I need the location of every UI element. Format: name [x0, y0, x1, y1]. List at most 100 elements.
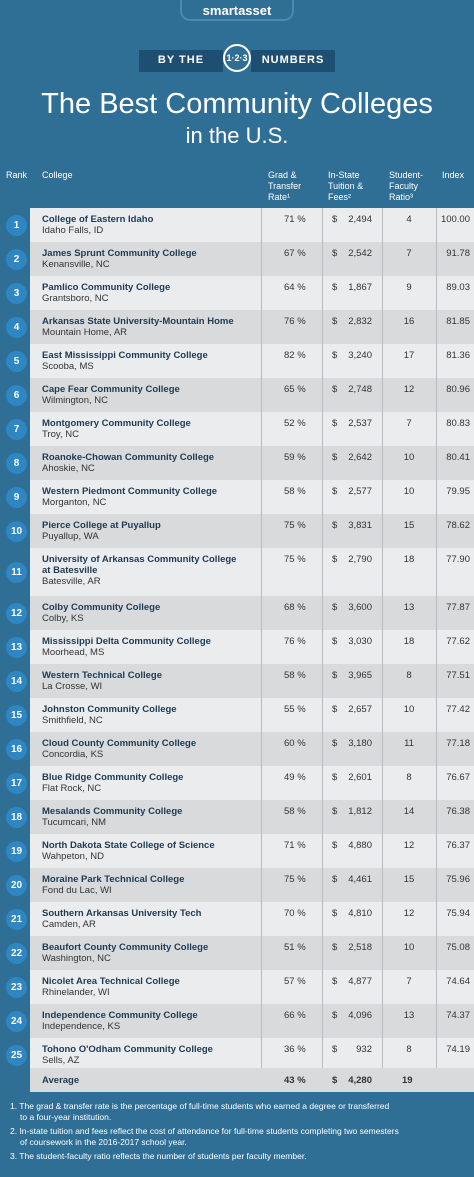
college-location: La Crosse, WI — [42, 681, 103, 692]
college-cell: Western Piedmont Community College Morgan… — [42, 486, 260, 508]
banner-left-ribbon: BY THE — [139, 50, 223, 72]
college-location: Idaho Falls, ID — [42, 225, 104, 236]
rank-badge: 12 — [6, 602, 27, 624]
college-location: Troy, NC — [42, 429, 79, 440]
rank-badge: 10 — [6, 520, 27, 542]
divider — [382, 834, 383, 868]
college-name: James Sprunt Community College — [42, 248, 197, 259]
ratio-cell: 7 — [406, 248, 412, 259]
grad-rate-cell: 66 % — [284, 1010, 306, 1021]
divider — [436, 630, 437, 664]
rank-cell: 19 — [0, 834, 30, 868]
divider — [322, 242, 323, 276]
table-row: 19 North Dakota State College of Science W… — [0, 834, 474, 868]
divider — [261, 514, 262, 548]
tuition-cell: 4,461 — [348, 874, 372, 885]
divider — [322, 310, 323, 344]
divider — [261, 630, 262, 664]
table-row: 14 Western Technical College La Crosse, WI… — [0, 664, 474, 698]
ratio-cell: 8 — [406, 772, 412, 783]
tuition-cell: 2,542 — [348, 248, 372, 259]
rank-badge: 5 — [6, 350, 27, 372]
college-cell: James Sprunt Community College Kenansvill… — [42, 248, 260, 270]
college-cell: Arkansas State University-Mountain Home M… — [42, 316, 260, 338]
college-name: Western Piedmont Community College — [42, 486, 218, 497]
table-header: Rank College Grad & Transfer Rate¹ In-St… — [0, 164, 474, 206]
college-name: Cape Fear Community College — [42, 384, 180, 395]
grad-rate-cell: 52 % — [284, 418, 306, 429]
rank-badge: 25 — [6, 1044, 27, 1066]
college-cell: Blue Ridge Community College Flat Rock, N… — [42, 772, 260, 794]
column-tuition-line1: In-State — [328, 170, 360, 180]
table-row: 2 James Sprunt Community College Kenansvil… — [0, 242, 474, 276]
index-cell: 77.42 — [446, 704, 470, 715]
college-name: Western Technical College — [42, 670, 163, 681]
divider — [382, 344, 383, 378]
ratio-cell: 10 — [403, 942, 415, 953]
college-cell: Mississippi Delta Community College Moorh… — [42, 636, 260, 658]
column-grad-line1: Grad & — [268, 170, 297, 180]
divider — [436, 310, 437, 344]
college-location: Camden, AR — [42, 919, 96, 930]
rank-badge: 19 — [6, 840, 27, 862]
rank-cell: 20 — [0, 868, 30, 902]
rank-badge: 16 — [6, 738, 27, 760]
divider — [382, 310, 383, 344]
table-row: 21 Southern Arkansas University Tech Camde… — [0, 902, 474, 936]
table-row: 22 Beaufort County Community College Washi… — [0, 936, 474, 970]
ratio-cell: 7 — [406, 976, 412, 987]
index-cell: 91.78 — [446, 248, 470, 259]
grad-rate-cell: 75 % — [284, 520, 306, 531]
college-name: Tohono O'Odham Community College — [42, 1044, 213, 1055]
divider — [261, 412, 262, 446]
divider — [382, 766, 383, 800]
grad-rate-cell: 51 % — [284, 942, 306, 953]
tuition-cell: 3,240 — [348, 350, 372, 361]
tuition-cell: 3,831 — [348, 520, 372, 531]
divider — [436, 276, 437, 310]
rank-badge: 2 — [6, 248, 27, 270]
column-ratio-line1: Student- — [389, 170, 424, 180]
college-name: Montgomery Community College — [42, 418, 191, 429]
divider — [322, 868, 323, 902]
table-row: 18 Mesalands Community College Tucumcari, … — [0, 800, 474, 834]
currency-symbol: $ — [332, 908, 338, 919]
grad-rate-cell: 60 % — [284, 738, 306, 749]
rank-cell: 13 — [0, 630, 30, 664]
divider — [382, 630, 383, 664]
rank-cell: 2 — [0, 242, 30, 276]
college-cell: Montgomery Community College Troy, NC — [42, 418, 260, 440]
tuition-cell: 4,096 — [348, 1010, 372, 1021]
rank-cell: 14 — [0, 664, 30, 698]
ratio-cell: 12 — [403, 384, 415, 395]
college-cell: Mesalands Community College Tucumcari, NM — [42, 806, 260, 828]
divider — [261, 664, 262, 698]
table-row: 13 Mississippi Delta Community College Moo… — [0, 630, 474, 664]
currency-symbol: $ — [332, 976, 338, 987]
rank-cell: 24 — [0, 1004, 30, 1038]
currency-symbol: $ — [332, 636, 338, 647]
divider — [382, 732, 383, 766]
college-cell: Cape Fear Community College Wilmington, N… — [42, 384, 260, 406]
ratio-cell: 10 — [403, 704, 415, 715]
divider — [322, 276, 323, 310]
currency-symbol: $ — [332, 602, 338, 613]
currency-symbol: $ — [332, 282, 338, 293]
divider — [322, 548, 323, 596]
infographic-header: smartasset BY THE 1·2·3 NUMBERS The Best… — [0, 0, 474, 164]
footnote-2: 2. In-state tuition and fees reflect the… — [10, 1126, 399, 1136]
ratio-cell: 10 — [403, 452, 415, 463]
divider — [436, 1004, 437, 1038]
college-location: Independence, KS — [42, 1021, 121, 1032]
divider — [322, 1038, 323, 1072]
table-row: 17 Blue Ridge Community College Flat Rock,… — [0, 766, 474, 800]
grad-rate-cell: 76 % — [284, 636, 306, 647]
currency-symbol: $ — [332, 806, 338, 817]
divider — [382, 514, 383, 548]
ratio-cell: 12 — [403, 908, 415, 919]
college-location: Morganton, NC — [42, 497, 107, 508]
table-row: 24 Independence Community College Independ… — [0, 1004, 474, 1038]
column-college: College — [42, 170, 73, 180]
divider — [322, 800, 323, 834]
rank-cell: 4 — [0, 310, 30, 344]
